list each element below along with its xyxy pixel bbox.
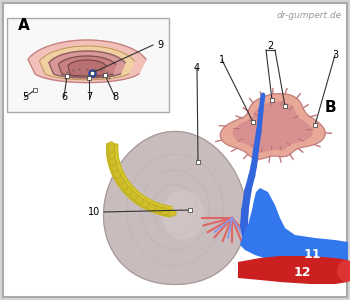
Polygon shape bbox=[49, 51, 125, 78]
Ellipse shape bbox=[124, 185, 132, 195]
Polygon shape bbox=[106, 144, 172, 217]
Polygon shape bbox=[40, 46, 134, 80]
Ellipse shape bbox=[133, 195, 143, 204]
Ellipse shape bbox=[162, 190, 204, 240]
Polygon shape bbox=[28, 40, 146, 82]
Ellipse shape bbox=[159, 208, 169, 215]
Text: 4: 4 bbox=[194, 63, 200, 73]
Ellipse shape bbox=[113, 168, 120, 178]
Text: 3: 3 bbox=[332, 50, 338, 60]
Text: 10: 10 bbox=[88, 207, 100, 217]
Text: 5: 5 bbox=[22, 92, 28, 102]
Text: 1: 1 bbox=[219, 55, 225, 65]
Text: dr-gumpert.de: dr-gumpert.de bbox=[277, 11, 342, 20]
Ellipse shape bbox=[166, 209, 176, 216]
Polygon shape bbox=[238, 256, 348, 284]
Polygon shape bbox=[220, 94, 325, 159]
Text: 11: 11 bbox=[303, 248, 321, 262]
Polygon shape bbox=[58, 56, 116, 76]
Text: B: B bbox=[325, 100, 337, 115]
Ellipse shape bbox=[139, 199, 149, 208]
Text: 9: 9 bbox=[157, 40, 163, 50]
Ellipse shape bbox=[119, 180, 128, 190]
Polygon shape bbox=[104, 131, 246, 284]
Ellipse shape bbox=[116, 174, 124, 184]
Bar bbox=[7, 18, 169, 112]
Text: 12: 12 bbox=[293, 266, 311, 278]
Polygon shape bbox=[240, 188, 348, 268]
Ellipse shape bbox=[152, 206, 162, 213]
Ellipse shape bbox=[108, 148, 115, 159]
Text: A: A bbox=[18, 18, 30, 33]
Polygon shape bbox=[233, 102, 312, 151]
Text: 2: 2 bbox=[267, 41, 273, 51]
Ellipse shape bbox=[108, 142, 115, 153]
Ellipse shape bbox=[109, 155, 116, 166]
Ellipse shape bbox=[111, 162, 118, 172]
Text: 6: 6 bbox=[61, 92, 67, 102]
Polygon shape bbox=[68, 60, 106, 76]
Ellipse shape bbox=[145, 202, 155, 211]
Ellipse shape bbox=[128, 190, 138, 200]
Ellipse shape bbox=[337, 260, 350, 282]
Text: 8: 8 bbox=[112, 92, 118, 102]
Text: 7: 7 bbox=[86, 92, 92, 102]
